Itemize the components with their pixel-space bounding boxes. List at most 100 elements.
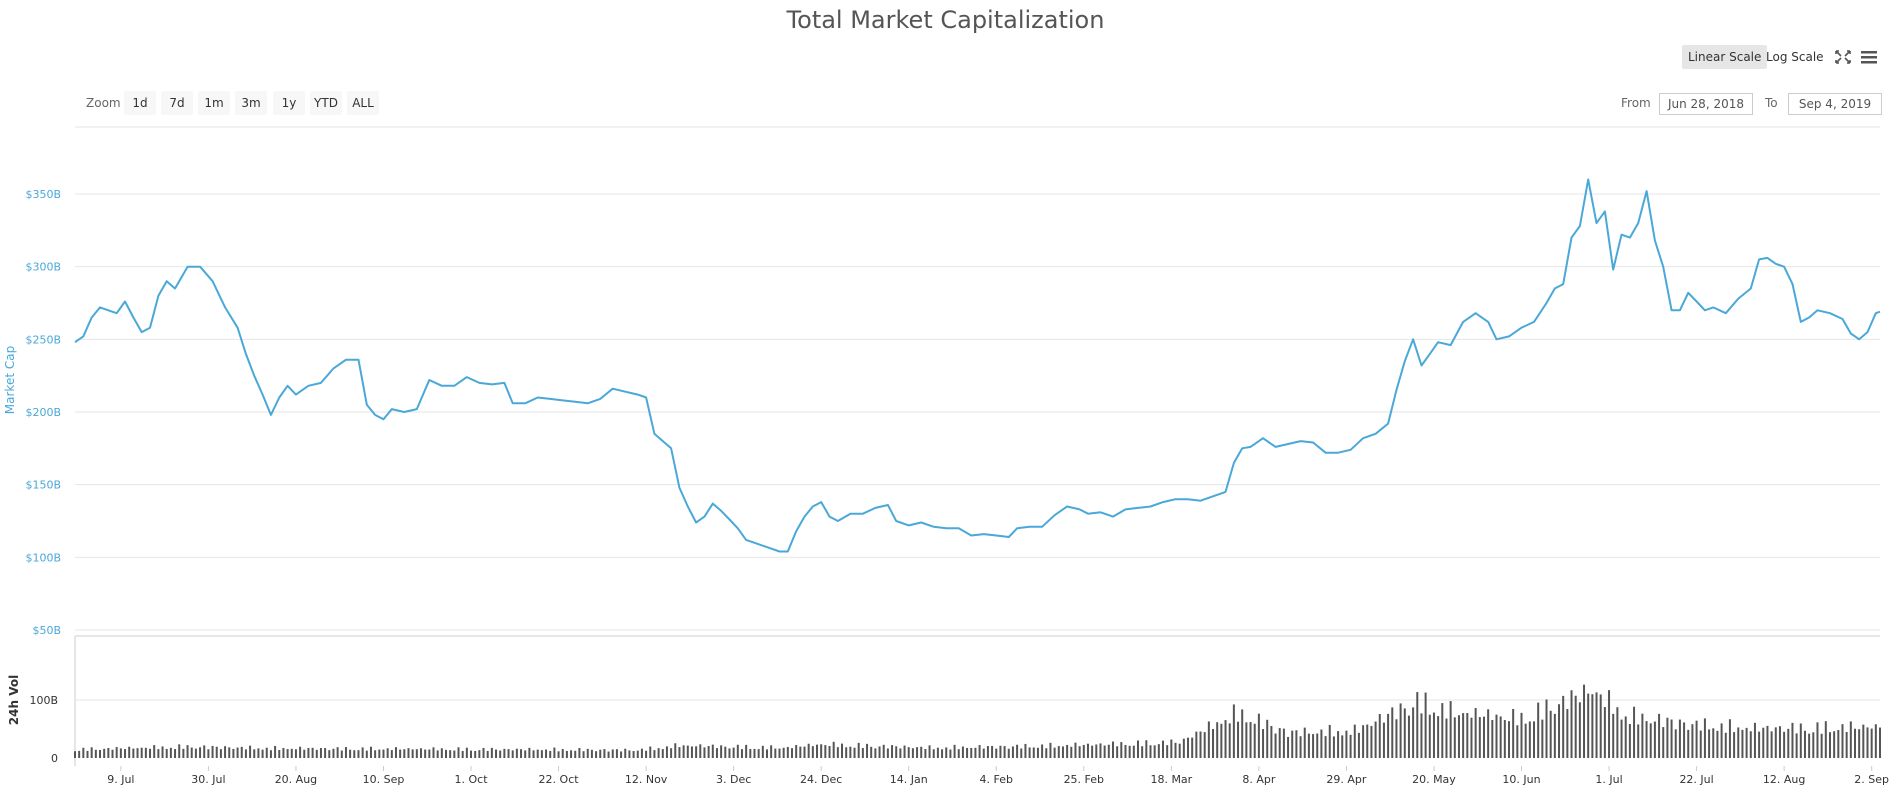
- volume-bar: [1795, 733, 1798, 758]
- volume-bar: [249, 745, 252, 758]
- volume-bar: [1770, 731, 1773, 758]
- volume-bar: [1787, 728, 1790, 758]
- volume-bar: [816, 744, 819, 758]
- volume-bar: [715, 748, 718, 758]
- volume-bar: [1149, 745, 1152, 758]
- zoom-1m-button[interactable]: 1m: [198, 91, 230, 115]
- volume-bar: [899, 748, 902, 758]
- volume-bar: [632, 751, 635, 758]
- volume-bar: [1837, 730, 1840, 758]
- from-date-input[interactable]: Jun 28, 2018: [1659, 93, 1753, 115]
- volume-bar: [1103, 745, 1106, 758]
- log-scale-button[interactable]: Log Scale: [1766, 50, 1824, 64]
- volume-bar: [678, 747, 681, 758]
- volume-bar: [428, 749, 431, 758]
- volume-bar: [961, 746, 964, 758]
- volume-bar: [1803, 730, 1806, 758]
- volume-bar: [511, 750, 514, 758]
- to-date-input[interactable]: Sep 4, 2019: [1788, 93, 1882, 115]
- volume-bar: [778, 748, 781, 758]
- volume-bar: [1195, 731, 1198, 758]
- volume-bar: [128, 746, 131, 758]
- volume-bar: [1107, 744, 1110, 758]
- volume-bar: [1512, 708, 1515, 758]
- volume-bar: [294, 749, 297, 758]
- volume-bar: [782, 747, 785, 758]
- volume-bar: [1799, 723, 1802, 758]
- volume-bar: [799, 746, 802, 758]
- zoom-3m-button[interactable]: 3m: [235, 91, 267, 115]
- volume-bar: [1191, 737, 1194, 758]
- volume-bar: [1370, 725, 1373, 758]
- volume-bar: [1324, 736, 1327, 758]
- volume-bar: [966, 747, 969, 758]
- volume-bar: [174, 749, 177, 758]
- volume-bar: [1220, 723, 1223, 758]
- x-tick-label: 24. Dec: [800, 773, 842, 786]
- volume-bar: [1599, 694, 1602, 758]
- volume-bar: [1241, 709, 1244, 758]
- volume-bar: [1545, 699, 1548, 758]
- fullscreen-icon[interactable]: [1834, 49, 1852, 65]
- volume-bar: [278, 749, 281, 758]
- volume-bar: [1524, 723, 1527, 758]
- volume-bar: [1141, 746, 1144, 758]
- volume-bar: [1487, 709, 1490, 758]
- menu-icon[interactable]: [1860, 49, 1878, 65]
- linear-scale-button[interactable]: Linear Scale: [1682, 45, 1768, 69]
- volume-bar: [645, 750, 648, 758]
- volume-bar: [1328, 724, 1331, 758]
- volume-bar: [1583, 684, 1586, 758]
- volume-bar: [1608, 690, 1611, 758]
- volume-bar: [1212, 728, 1215, 758]
- volume-bar: [1678, 719, 1681, 758]
- volume-bar: [1549, 710, 1552, 758]
- volume-bar: [870, 746, 873, 758]
- volume-bar: [1403, 708, 1406, 758]
- market-cap-line: [74, 178, 1881, 553]
- volume-bar: [1287, 736, 1290, 758]
- volume-bar: [1120, 742, 1123, 758]
- volume-bar: [1116, 746, 1119, 758]
- zoom-all-button[interactable]: ALL: [347, 91, 379, 115]
- volume-bar: [1728, 719, 1731, 758]
- volume-bar: [115, 747, 118, 758]
- volume-bar: [382, 749, 385, 758]
- volume-bar: [1737, 727, 1740, 758]
- zoom-7d-button[interactable]: 7d: [161, 91, 193, 115]
- zoom-1y-button[interactable]: 1y: [273, 91, 305, 115]
- volume-bar: [1874, 724, 1877, 758]
- zoom-ytd-button[interactable]: YTD: [310, 91, 342, 115]
- volume-bar: [424, 749, 427, 758]
- volume-bar: [1716, 730, 1719, 758]
- volume-bar: [1170, 739, 1173, 758]
- volume-bar: [1603, 707, 1606, 758]
- volume-bar: [1041, 744, 1044, 758]
- volume-bar: [891, 745, 894, 758]
- volume-bar: [1462, 713, 1465, 758]
- volume-bar: [415, 749, 418, 758]
- volume-bar: [1441, 703, 1444, 758]
- x-tick-label: 8. Apr: [1242, 773, 1275, 786]
- volume-bar: [74, 751, 76, 758]
- volume-bar: [561, 748, 564, 758]
- volume-bar: [853, 747, 856, 758]
- volume-bar: [1095, 744, 1098, 758]
- volume-bar: [578, 748, 581, 758]
- volume-bar: [703, 747, 706, 758]
- volume-bar: [849, 746, 852, 758]
- volume-bar: [1849, 721, 1852, 758]
- volume-bar: [1733, 732, 1736, 758]
- volume-bar: [824, 745, 827, 758]
- volume-bar: [1712, 728, 1715, 758]
- volume-bar: [1024, 743, 1027, 758]
- volume-bar: [1237, 721, 1240, 758]
- volume-bar: [807, 743, 810, 758]
- volume-bar: [974, 747, 977, 758]
- volume-bar: [232, 748, 235, 758]
- x-tick-label: 2. Sep: [1854, 773, 1889, 786]
- volume-bar: [1745, 727, 1748, 758]
- zoom-1d-button[interactable]: 1d: [124, 91, 156, 115]
- volume-bar: [445, 749, 448, 758]
